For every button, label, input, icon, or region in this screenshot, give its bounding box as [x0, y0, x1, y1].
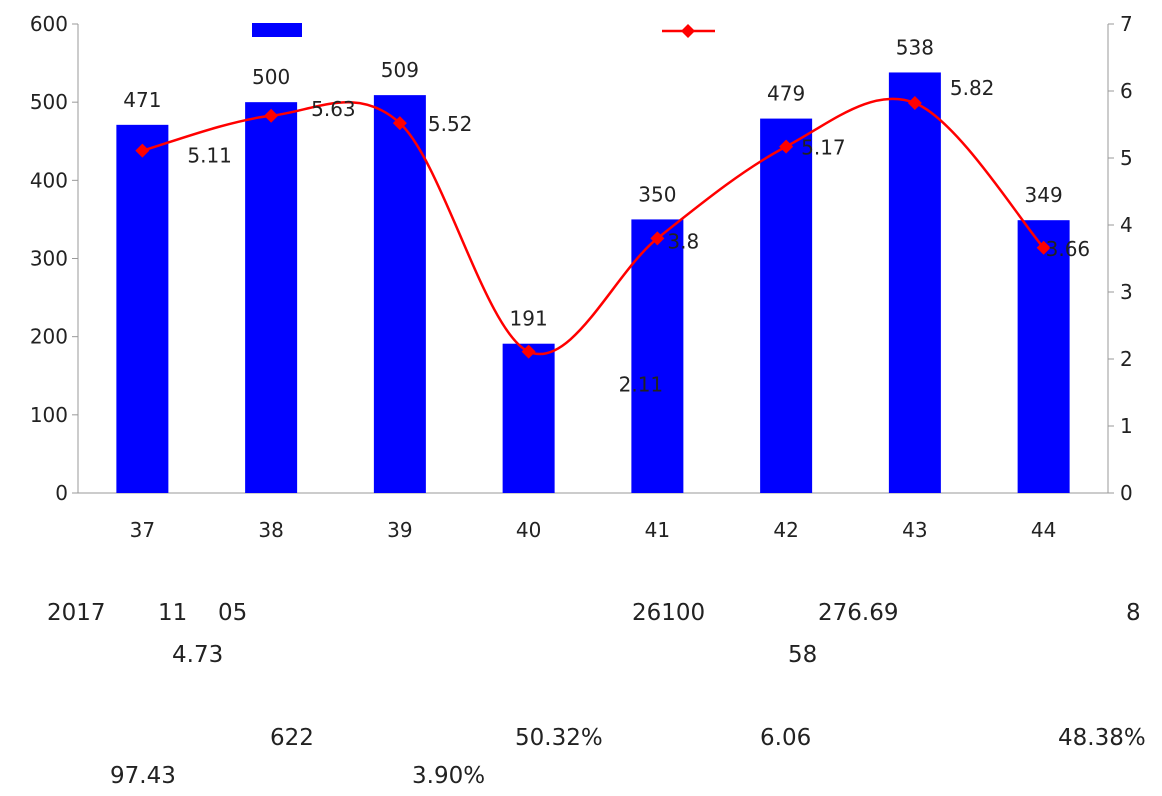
text-58: 58: [788, 642, 818, 668]
bar: [888, 72, 941, 494]
left-tick-label: 300: [30, 247, 68, 271]
legend-line-marker: [681, 24, 695, 38]
x-tick-label: 39: [387, 518, 412, 542]
bar: [760, 118, 813, 493]
bar-data-label: 191: [510, 307, 548, 331]
right-tick-label: 6: [1120, 79, 1133, 103]
text-48-38: 48.38%: [1058, 725, 1146, 751]
right-tick-label: 3: [1120, 280, 1133, 304]
x-tick-label: 40: [516, 518, 541, 542]
x-tick-label: 37: [130, 518, 155, 542]
text-6-06: 6.06: [760, 725, 812, 751]
right-tick-label: 7: [1120, 12, 1133, 36]
line-point: [264, 108, 279, 123]
right-tick-label: 4: [1120, 213, 1133, 237]
line-point: [135, 143, 150, 158]
bar: [502, 343, 555, 493]
bar-data-label: 538: [896, 35, 934, 59]
line-point: [392, 116, 407, 131]
line-data-label: 3.66: [1046, 237, 1091, 261]
bar-data-label: 500: [252, 65, 290, 89]
line-data-label: 5.52: [428, 112, 473, 136]
left-tick-label: 600: [30, 12, 68, 36]
left-tick-label: 500: [30, 90, 68, 114]
x-tick-label: 42: [773, 518, 798, 542]
right-tick-label: 0: [1120, 481, 1133, 505]
line-data-label: 5.63: [311, 97, 356, 121]
bar: [631, 219, 684, 493]
right-tick-label: 1: [1120, 414, 1133, 438]
right-tick-label: 2: [1120, 347, 1133, 371]
bar-data-label: 509: [381, 58, 419, 82]
left-tick-label: 0: [55, 481, 68, 505]
x-tick-label: 44: [1031, 518, 1056, 542]
bar: [116, 124, 169, 494]
x-tick-label: 41: [645, 518, 670, 542]
text-year: 2017: [47, 600, 106, 626]
bar: [1017, 220, 1070, 493]
line-data-label: 5.17: [801, 136, 846, 160]
text-day: 05: [218, 600, 248, 626]
legend-bar-swatch: [252, 23, 302, 37]
text-3-90: 3.90%: [412, 763, 486, 789]
x-tick-label: 43: [902, 518, 927, 542]
bar-data-label: 350: [638, 182, 676, 206]
line-point: [650, 231, 665, 246]
combo-chart: 0 100 200 300 400 500 600 0 1 2 3 4 5 6 7 37 38 39 40 41 42 4…: [30, 12, 1133, 542]
line-point: [907, 96, 922, 111]
line-data-label: 5.11: [187, 144, 232, 168]
x-tick-label: 38: [258, 518, 283, 542]
text-97-43: 97.43: [110, 763, 176, 789]
line-point: [521, 344, 536, 359]
text-50-32: 50.32%: [515, 725, 603, 751]
left-tick-label: 200: [30, 325, 68, 349]
line-series: [142, 97, 1045, 356]
text-622: 622: [270, 725, 314, 751]
line-data-label: 2.11: [619, 373, 664, 397]
bar-data-label: 479: [767, 82, 805, 106]
text-month: 11: [158, 600, 188, 626]
left-tick-label: 400: [30, 168, 68, 192]
text-276-69: 276.69: [818, 600, 899, 626]
text-26100: 26100: [632, 600, 706, 626]
line-data-label: 3.8: [667, 229, 699, 253]
text-8: 8: [1126, 600, 1141, 626]
line-point: [1036, 240, 1051, 255]
line-data-label: 5.82: [950, 76, 995, 100]
line-point: [779, 139, 794, 154]
bar-data-label: 471: [123, 88, 161, 112]
bar: [245, 102, 298, 494]
text-4-73: 4.73: [172, 642, 224, 668]
bar-data-label: 349: [1025, 183, 1063, 207]
left-tick-label: 100: [30, 403, 68, 427]
right-tick-label: 5: [1120, 146, 1133, 170]
bar: [373, 95, 426, 494]
